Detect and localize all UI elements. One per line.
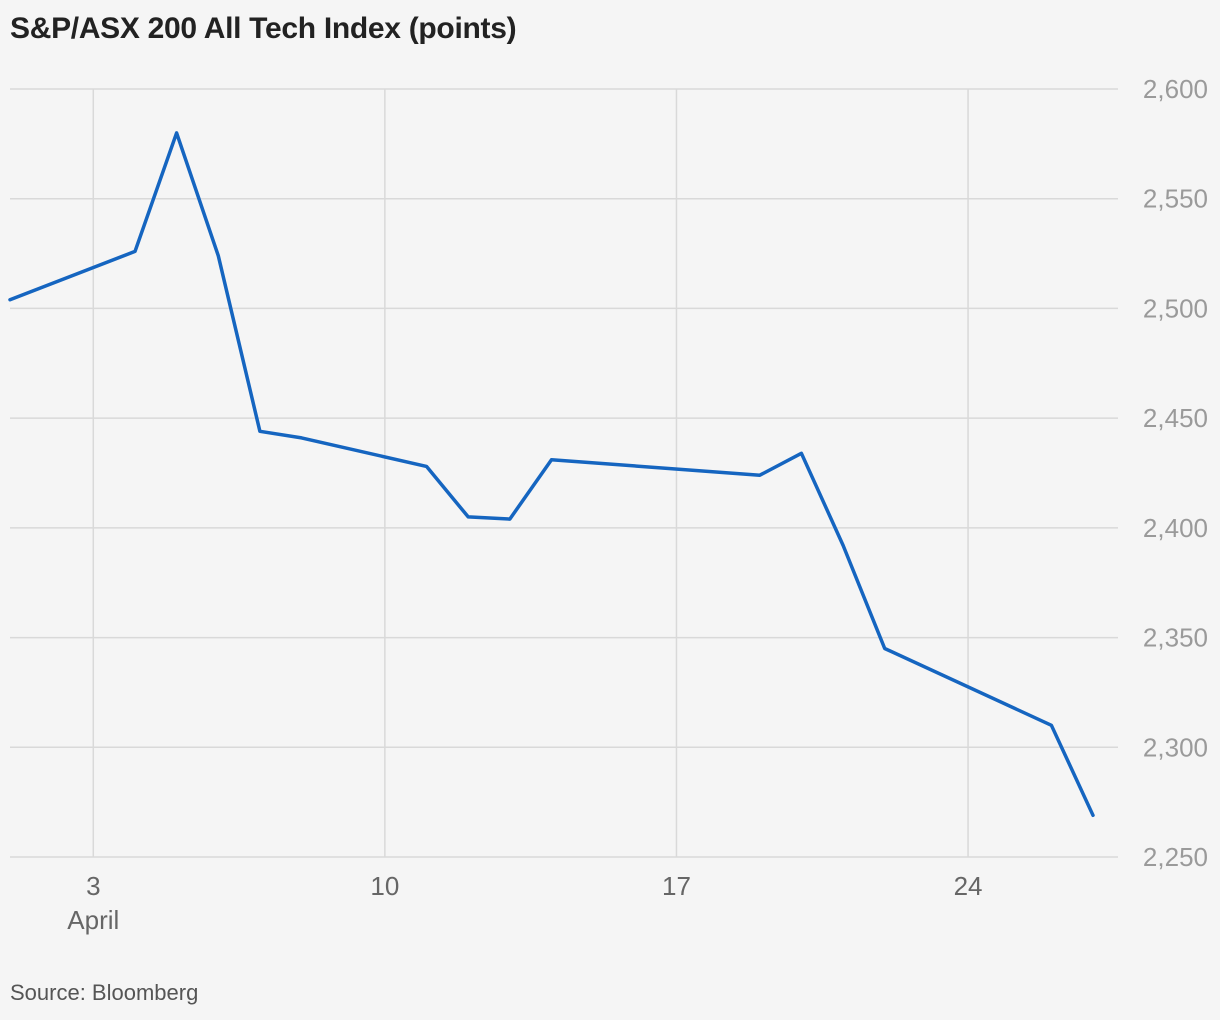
y-tick-label: 2,500 xyxy=(1143,293,1208,323)
x-tick-label: 17 xyxy=(662,871,691,901)
y-tick-label: 2,450 xyxy=(1143,403,1208,433)
x-tick-label: 3 xyxy=(86,871,100,901)
y-tick-label: 2,300 xyxy=(1143,732,1208,762)
x-tick-sublabel: April xyxy=(67,905,119,935)
x-tick-label: 24 xyxy=(954,871,983,901)
x-gridlines xyxy=(92,89,969,857)
series-line xyxy=(8,131,1095,818)
source-note: Source: Bloomberg xyxy=(10,980,199,1005)
chart-title: S&P/ASX 200 All Tech Index (points) xyxy=(10,12,517,45)
y-tick-label: 2,350 xyxy=(1143,623,1208,653)
y-tick-label: 2,400 xyxy=(1143,513,1208,543)
series-layer xyxy=(8,131,1095,818)
x-axis-tick-labels: 3 April 10 17 24 xyxy=(67,871,982,935)
y-tick-label: 2,250 xyxy=(1143,842,1208,872)
y-axis-tick-labels: 2,250 2,300 2,350 2,400 2,450 2,500 2,550 2,600 xyxy=(1143,74,1208,872)
x-tick-label: 10 xyxy=(370,871,399,901)
y-gridlines xyxy=(10,88,1118,858)
y-tick-label: 2,550 xyxy=(1143,184,1208,214)
y-tick-label: 2,600 xyxy=(1143,74,1208,104)
